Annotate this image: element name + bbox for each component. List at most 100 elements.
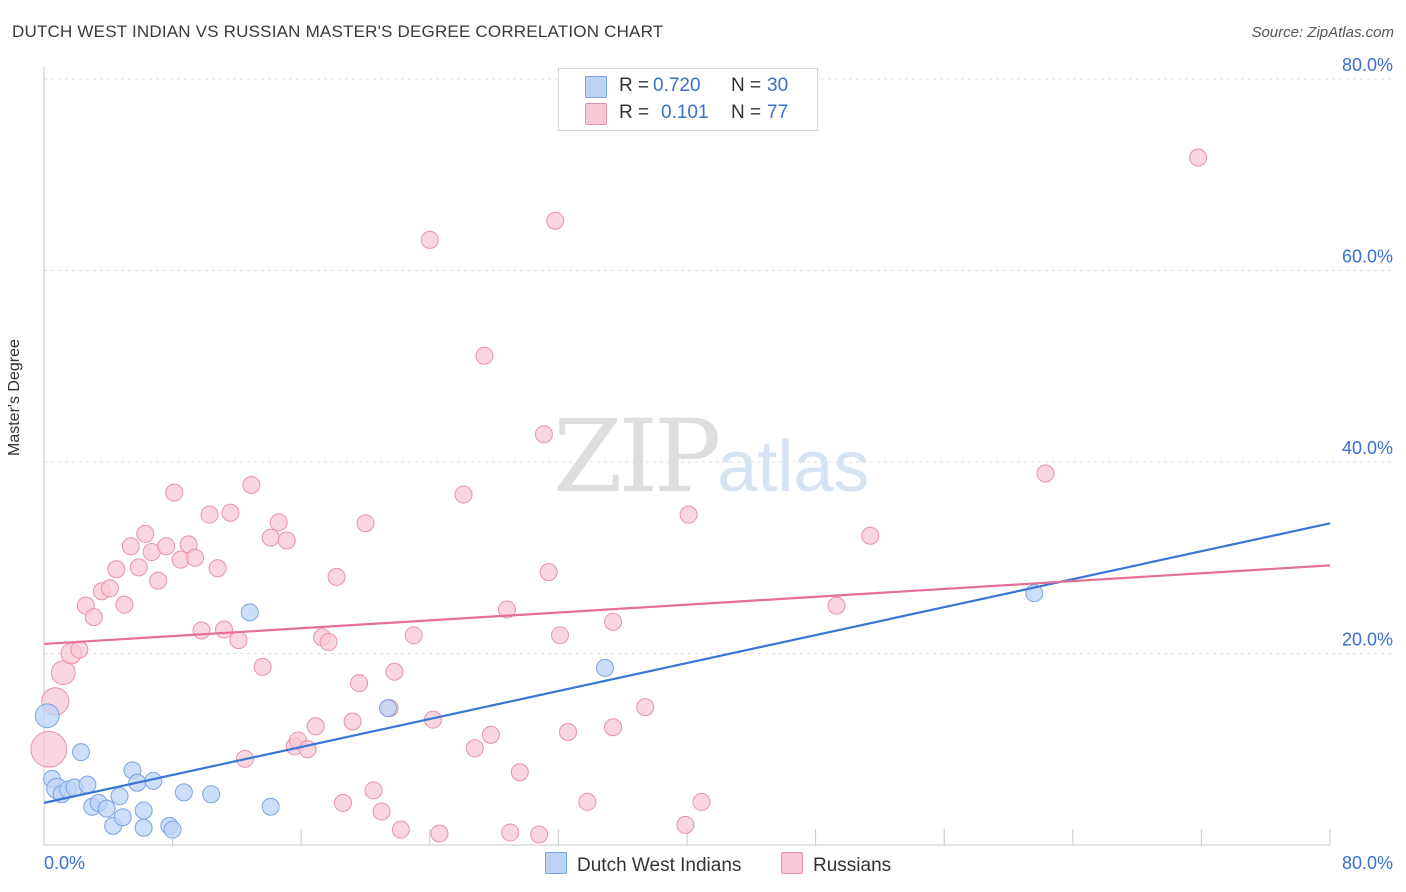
point-dutch-west-indian	[71, 743, 90, 762]
source-label: Source: ZipAtlas.com	[1251, 24, 1394, 41]
point-russian	[186, 548, 205, 567]
y-tick-label: 40.0%	[1342, 438, 1393, 458]
point-dutch-west-indian	[78, 775, 97, 794]
point-russian	[636, 698, 655, 717]
point-dutch-west-indian	[134, 801, 153, 820]
point-russian	[430, 824, 449, 843]
bottom-legend-russians: Russians	[781, 852, 891, 877]
point-russian	[70, 640, 89, 659]
point-russian	[229, 631, 248, 650]
y-tick-label: 80.0%	[1342, 55, 1393, 75]
point-russian	[121, 537, 140, 556]
point-russian	[30, 730, 68, 768]
point-russian	[208, 559, 227, 578]
point-russian	[501, 823, 520, 842]
point-russian	[115, 595, 134, 614]
watermark-zip: ZIP	[553, 398, 721, 515]
bottom-legend-dutch-west-indians: Dutch West Indians	[545, 852, 741, 877]
point-russian	[497, 600, 516, 619]
point-russian	[221, 503, 240, 522]
point-russian	[372, 802, 391, 821]
point-russian	[510, 763, 529, 782]
point-dutch-west-indian	[34, 703, 60, 729]
point-dutch-west-indian	[261, 797, 280, 816]
y-tick-label: 60.0%	[1342, 247, 1393, 267]
point-russian	[391, 820, 410, 839]
point-russian	[1189, 148, 1208, 167]
point-dutch-west-indian	[174, 783, 193, 802]
point-russian	[343, 712, 362, 731]
point-russian	[350, 674, 369, 693]
watermark-atlas: atlas	[717, 427, 870, 507]
legend-n-value: 77	[767, 102, 789, 123]
point-russian	[84, 608, 103, 627]
y-axis-label: Master's Degree	[6, 339, 23, 456]
point-russian	[50, 660, 76, 686]
point-russian	[200, 505, 219, 524]
x-tick-label: 80.0%	[1342, 853, 1393, 873]
point-dutch-west-indian	[596, 658, 615, 677]
point-russian	[192, 621, 211, 640]
bottom-legend-label: Dutch West Indians	[577, 855, 742, 876]
point-russian	[534, 425, 553, 444]
point-russian	[269, 513, 288, 532]
stats-legend: R = 0.720 N = 30 R = 0.101 N = 77	[558, 68, 818, 131]
legend-r-label: R =	[619, 102, 650, 123]
point-russian	[319, 633, 338, 652]
legend-n-label: N =	[731, 102, 762, 123]
point-russian	[306, 717, 325, 736]
watermark: ZIPatlas	[553, 398, 869, 515]
point-russian	[539, 563, 558, 582]
point-russian	[136, 524, 155, 543]
point-russian	[604, 718, 623, 737]
point-russian	[578, 792, 597, 811]
point-russian	[827, 596, 846, 615]
legend-swatch-blue	[585, 76, 607, 98]
point-dutch-west-indian	[97, 799, 116, 818]
legend-swatch-pink	[585, 103, 607, 125]
point-dutch-west-indian	[163, 820, 182, 839]
legend-r-value: 0.720	[653, 75, 701, 96]
point-dutch-west-indian	[134, 818, 153, 837]
point-dutch-west-indian	[240, 603, 259, 622]
bottom-legend-swatch-blue	[545, 852, 567, 874]
point-russian	[215, 620, 234, 639]
point-russian	[107, 560, 126, 579]
point-russian	[242, 475, 261, 494]
point-russian	[454, 485, 473, 504]
point-russian	[475, 346, 494, 365]
point-russian	[679, 505, 698, 524]
point-russian	[100, 579, 119, 598]
point-russian	[861, 526, 880, 545]
point-russian	[261, 528, 280, 547]
point-russian	[559, 723, 578, 742]
point-russian	[420, 230, 439, 249]
point-russian	[385, 662, 404, 681]
trendline-russians	[43, 564, 1331, 646]
point-russian	[149, 571, 168, 590]
point-russian	[333, 793, 352, 812]
y-tick-label: 20.0%	[1342, 630, 1393, 650]
point-russian	[692, 792, 711, 811]
point-russian	[604, 612, 623, 631]
point-dutch-west-indian	[202, 785, 221, 804]
trendline-dutch-west-indians	[43, 522, 1331, 804]
legend-r-value: 0.101	[661, 102, 709, 123]
point-russian	[327, 567, 346, 586]
point-russian	[253, 657, 272, 676]
point-russian	[546, 211, 565, 230]
point-russian	[530, 825, 549, 844]
point-russian	[364, 781, 383, 800]
point-russian	[404, 626, 423, 645]
legend-n-value: 30	[767, 75, 789, 96]
point-russian	[1036, 464, 1055, 483]
point-russian	[129, 558, 148, 577]
chart-title: DUTCH WEST INDIAN VS RUSSIAN MASTER'S DE…	[12, 22, 664, 41]
point-russian	[551, 626, 570, 645]
point-russian	[165, 483, 184, 502]
legend-n-label: N =	[731, 75, 762, 96]
x-tick-label: 0.0%	[44, 853, 85, 873]
point-russian	[157, 537, 176, 556]
point-russian	[277, 531, 296, 550]
